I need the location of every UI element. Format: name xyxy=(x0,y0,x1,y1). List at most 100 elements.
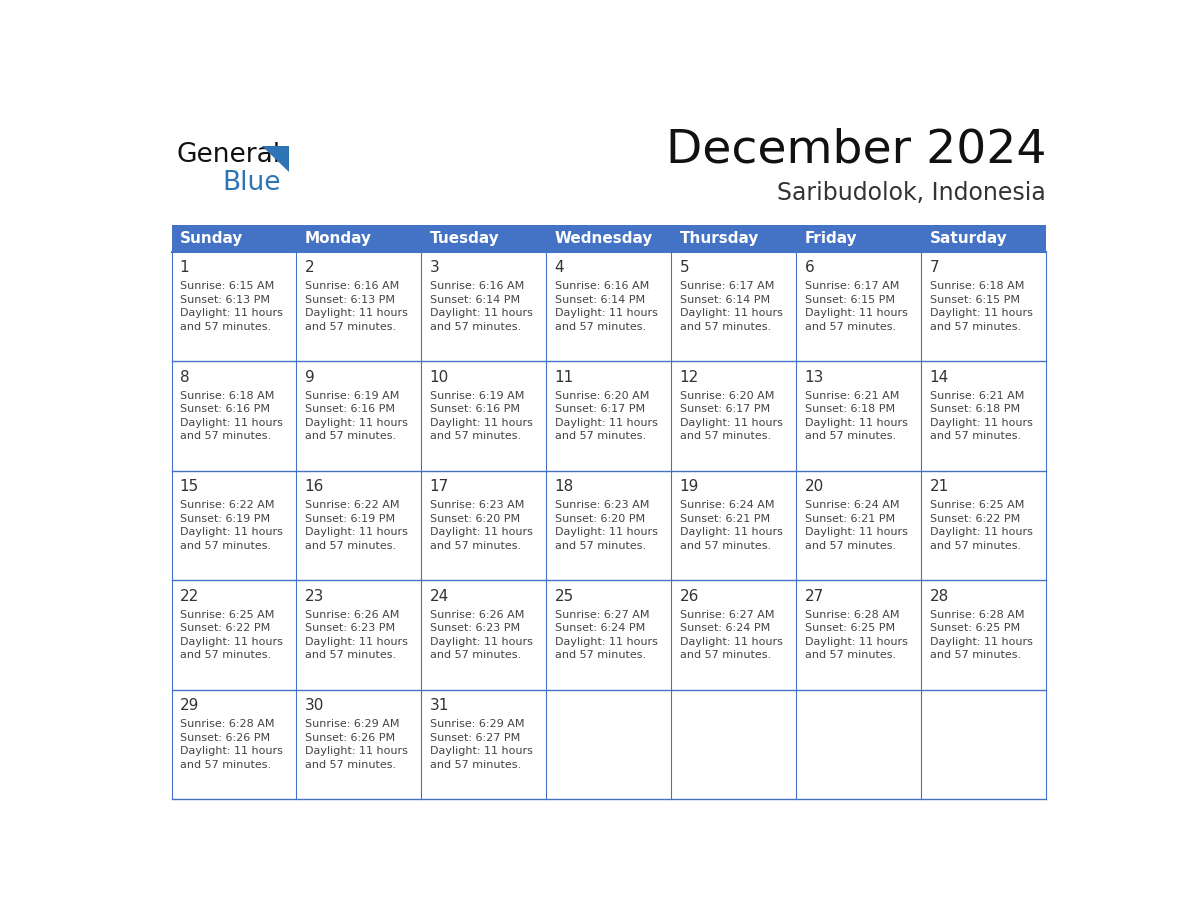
Text: Daylight: 11 hours: Daylight: 11 hours xyxy=(929,308,1032,318)
Text: and 57 minutes.: and 57 minutes. xyxy=(305,760,396,770)
Text: Sunset: 6:15 PM: Sunset: 6:15 PM xyxy=(804,295,895,305)
Text: Sunrise: 6:18 AM: Sunrise: 6:18 AM xyxy=(929,281,1024,291)
Text: Sunrise: 6:18 AM: Sunrise: 6:18 AM xyxy=(179,391,274,401)
Text: and 57 minutes.: and 57 minutes. xyxy=(929,431,1020,441)
Text: Sunrise: 6:27 AM: Sunrise: 6:27 AM xyxy=(555,610,649,620)
Text: and 57 minutes.: and 57 minutes. xyxy=(179,650,271,660)
Text: 28: 28 xyxy=(929,588,949,604)
Text: and 57 minutes.: and 57 minutes. xyxy=(305,321,396,331)
Text: Sunset: 6:24 PM: Sunset: 6:24 PM xyxy=(680,623,770,633)
Text: and 57 minutes.: and 57 minutes. xyxy=(305,650,396,660)
Text: Sunset: 6:18 PM: Sunset: 6:18 PM xyxy=(929,404,1019,414)
Text: and 57 minutes.: and 57 minutes. xyxy=(430,760,520,770)
Text: and 57 minutes.: and 57 minutes. xyxy=(680,431,771,441)
Text: and 57 minutes.: and 57 minutes. xyxy=(929,321,1020,331)
Text: Sunset: 6:16 PM: Sunset: 6:16 PM xyxy=(430,404,519,414)
Text: Sunrise: 6:16 AM: Sunrise: 6:16 AM xyxy=(555,281,649,291)
Text: Sunrise: 6:28 AM: Sunrise: 6:28 AM xyxy=(929,610,1024,620)
Text: Daylight: 11 hours: Daylight: 11 hours xyxy=(179,418,283,428)
Text: Sunrise: 6:26 AM: Sunrise: 6:26 AM xyxy=(305,610,399,620)
Text: and 57 minutes.: and 57 minutes. xyxy=(430,431,520,441)
Text: 1: 1 xyxy=(179,260,189,275)
Text: 8: 8 xyxy=(179,370,189,385)
Text: December 2024: December 2024 xyxy=(665,128,1047,173)
Text: 30: 30 xyxy=(305,699,324,713)
Text: Sunrise: 6:16 AM: Sunrise: 6:16 AM xyxy=(305,281,399,291)
Text: Sunset: 6:13 PM: Sunset: 6:13 PM xyxy=(305,295,394,305)
Text: and 57 minutes.: and 57 minutes. xyxy=(555,650,646,660)
Text: Sunset: 6:26 PM: Sunset: 6:26 PM xyxy=(305,733,394,743)
Text: Daylight: 11 hours: Daylight: 11 hours xyxy=(555,418,657,428)
Text: Daylight: 11 hours: Daylight: 11 hours xyxy=(430,746,532,756)
Text: 5: 5 xyxy=(680,260,689,275)
Text: Daylight: 11 hours: Daylight: 11 hours xyxy=(179,637,283,647)
Text: Daylight: 11 hours: Daylight: 11 hours xyxy=(305,527,407,537)
Text: and 57 minutes.: and 57 minutes. xyxy=(680,541,771,551)
Text: 11: 11 xyxy=(555,370,574,385)
Text: 9: 9 xyxy=(305,370,315,385)
Text: Sunset: 6:19 PM: Sunset: 6:19 PM xyxy=(305,514,394,524)
Text: 19: 19 xyxy=(680,479,699,494)
Text: Sunrise: 6:20 AM: Sunrise: 6:20 AM xyxy=(680,391,775,401)
Text: and 57 minutes.: and 57 minutes. xyxy=(179,321,271,331)
Text: Sunrise: 6:23 AM: Sunrise: 6:23 AM xyxy=(430,500,524,510)
Text: Sunrise: 6:29 AM: Sunrise: 6:29 AM xyxy=(430,720,524,730)
Text: Daylight: 11 hours: Daylight: 11 hours xyxy=(929,527,1032,537)
Text: 17: 17 xyxy=(430,479,449,494)
Text: 12: 12 xyxy=(680,370,699,385)
Polygon shape xyxy=(261,145,290,173)
Text: Sunrise: 6:26 AM: Sunrise: 6:26 AM xyxy=(430,610,524,620)
Text: 20: 20 xyxy=(804,479,823,494)
Text: Monday: Monday xyxy=(305,230,372,246)
Text: 4: 4 xyxy=(555,260,564,275)
Text: and 57 minutes.: and 57 minutes. xyxy=(804,431,896,441)
Text: and 57 minutes.: and 57 minutes. xyxy=(555,321,646,331)
Text: and 57 minutes.: and 57 minutes. xyxy=(305,431,396,441)
Text: 15: 15 xyxy=(179,479,200,494)
Text: Wednesday: Wednesday xyxy=(555,230,653,246)
Text: and 57 minutes.: and 57 minutes. xyxy=(430,541,520,551)
Text: and 57 minutes.: and 57 minutes. xyxy=(430,321,520,331)
Text: and 57 minutes.: and 57 minutes. xyxy=(555,541,646,551)
Text: Daylight: 11 hours: Daylight: 11 hours xyxy=(680,418,783,428)
Text: and 57 minutes.: and 57 minutes. xyxy=(179,760,271,770)
Text: Sunrise: 6:17 AM: Sunrise: 6:17 AM xyxy=(804,281,899,291)
Text: Daylight: 11 hours: Daylight: 11 hours xyxy=(179,308,283,318)
Text: Daylight: 11 hours: Daylight: 11 hours xyxy=(430,527,532,537)
Text: Daylight: 11 hours: Daylight: 11 hours xyxy=(929,418,1032,428)
Text: Sunrise: 6:25 AM: Sunrise: 6:25 AM xyxy=(179,610,274,620)
Text: Sunrise: 6:17 AM: Sunrise: 6:17 AM xyxy=(680,281,775,291)
Text: Sunset: 6:23 PM: Sunset: 6:23 PM xyxy=(430,623,520,633)
Text: Daylight: 11 hours: Daylight: 11 hours xyxy=(680,308,783,318)
Text: and 57 minutes.: and 57 minutes. xyxy=(179,431,271,441)
Text: Sunrise: 6:19 AM: Sunrise: 6:19 AM xyxy=(430,391,524,401)
Text: 13: 13 xyxy=(804,370,824,385)
Text: Sunday: Sunday xyxy=(179,230,244,246)
Text: 31: 31 xyxy=(430,699,449,713)
Text: 14: 14 xyxy=(929,370,949,385)
Text: Daylight: 11 hours: Daylight: 11 hours xyxy=(430,637,532,647)
Text: Sunset: 6:18 PM: Sunset: 6:18 PM xyxy=(804,404,895,414)
Text: Sunrise: 6:25 AM: Sunrise: 6:25 AM xyxy=(929,500,1024,510)
Text: Sunset: 6:13 PM: Sunset: 6:13 PM xyxy=(179,295,270,305)
Text: Sunrise: 6:21 AM: Sunrise: 6:21 AM xyxy=(804,391,899,401)
Text: and 57 minutes.: and 57 minutes. xyxy=(430,650,520,660)
Text: General: General xyxy=(176,142,280,168)
Text: Sunrise: 6:28 AM: Sunrise: 6:28 AM xyxy=(179,720,274,730)
Text: Daylight: 11 hours: Daylight: 11 hours xyxy=(305,637,407,647)
Text: Sunrise: 6:22 AM: Sunrise: 6:22 AM xyxy=(305,500,399,510)
Text: Daylight: 11 hours: Daylight: 11 hours xyxy=(305,746,407,756)
Text: 26: 26 xyxy=(680,588,699,604)
Text: 2: 2 xyxy=(305,260,315,275)
Text: Sunset: 6:20 PM: Sunset: 6:20 PM xyxy=(555,514,645,524)
Text: Sunset: 6:14 PM: Sunset: 6:14 PM xyxy=(555,295,645,305)
Text: 21: 21 xyxy=(929,479,949,494)
Text: Daylight: 11 hours: Daylight: 11 hours xyxy=(179,746,283,756)
Text: Sunset: 6:17 PM: Sunset: 6:17 PM xyxy=(680,404,770,414)
Text: 18: 18 xyxy=(555,479,574,494)
Text: Daylight: 11 hours: Daylight: 11 hours xyxy=(804,308,908,318)
Text: Sunset: 6:14 PM: Sunset: 6:14 PM xyxy=(680,295,770,305)
Text: Sunset: 6:15 PM: Sunset: 6:15 PM xyxy=(929,295,1019,305)
Text: Sunrise: 6:20 AM: Sunrise: 6:20 AM xyxy=(555,391,649,401)
Text: Sunset: 6:19 PM: Sunset: 6:19 PM xyxy=(179,514,270,524)
